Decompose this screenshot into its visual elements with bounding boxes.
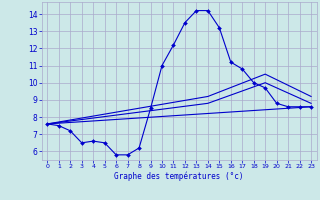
X-axis label: Graphe des températures (°c): Graphe des températures (°c) <box>115 172 244 181</box>
